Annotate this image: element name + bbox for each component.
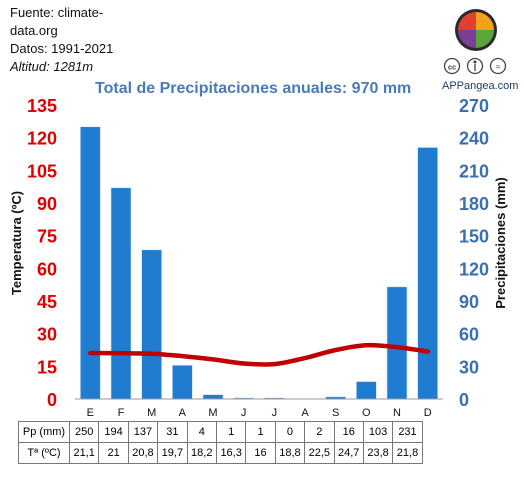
y-right-tick-label: 270	[459, 96, 489, 116]
row-label: Pp (mm)	[18, 421, 70, 443]
table-cell: 24,7	[333, 442, 364, 464]
table-cell: 21	[98, 442, 129, 464]
table-cell: 16	[333, 421, 364, 443]
y-right-tick-label: 150	[459, 227, 489, 247]
y-right-tick-label: 30	[459, 357, 479, 377]
x-tick-label: S	[332, 407, 339, 419]
precipitation-bar	[202, 394, 224, 400]
table-cell: 2	[304, 421, 335, 443]
data-table: Pp (mm) 250 194 137 31 4 1 1 0 2 16 103 231 Tª (ºC)…	[18, 421, 423, 464]
precipitation-bar	[110, 187, 132, 400]
table-cell: 18,2	[186, 442, 217, 464]
x-tick-label: E	[87, 407, 94, 419]
table-cell: 16	[245, 442, 276, 464]
table-cell: 21,8	[392, 442, 423, 464]
precipitation-bar	[80, 126, 101, 400]
temperature-line	[88, 342, 430, 367]
precipitation-bar	[386, 286, 408, 400]
altitude: Altitud: 1281m	[10, 58, 93, 76]
precipitation-bar	[172, 364, 193, 400]
data-period: Datos: 1991-2021	[10, 41, 114, 56]
table-row: Pp (mm) 250 194 137 31 4 1 1 0 2 16 103 231	[18, 421, 423, 443]
table-cell: 103	[362, 421, 394, 443]
y-left-tick-label: 15	[37, 357, 57, 377]
y-right-axis-label: Precipitaciones (mm)	[493, 177, 508, 309]
table-cell: 19,7	[157, 442, 188, 464]
brand-name: APPangea.com	[442, 80, 519, 92]
x-tick-label: D	[424, 407, 432, 419]
x-tick-label: N	[393, 407, 401, 419]
table-cell: 23,8	[362, 442, 394, 464]
y-left-axis-label: Temperatura (ºC)	[9, 191, 24, 295]
table-cell: 20,8	[127, 442, 159, 464]
table-cell: 1	[215, 421, 247, 443]
table-cell: 1	[245, 421, 276, 443]
y-left-tick-label: 75	[37, 227, 57, 247]
table-cell: 137	[127, 421, 159, 443]
table-cell: 4	[186, 421, 217, 443]
table-cell: 18,8	[274, 442, 306, 464]
x-tick-label: J	[241, 407, 247, 419]
table-cell: 16,3	[215, 442, 247, 464]
y-right-tick-label: 60	[459, 325, 479, 345]
y-right-tick-label: 180	[459, 194, 489, 214]
y-right-tick-label: 210	[459, 161, 489, 181]
altitude-value: 1281m	[53, 59, 94, 74]
table-cell: 21,1	[68, 442, 100, 464]
table-cell: 231	[392, 421, 423, 443]
x-tick-label: M	[147, 407, 156, 419]
chart-title: Total de Precipitaciones anuales: 970 mm	[95, 80, 412, 97]
table-cell: 0	[274, 421, 306, 443]
y-left-tick-label: 60	[37, 259, 57, 279]
row-label: Tª (ºC)	[18, 442, 70, 464]
x-tick-label: M	[208, 407, 217, 419]
altitude-label: Altitud:	[10, 59, 50, 74]
table-cell: 250	[68, 421, 100, 443]
y-left-tick-label: 45	[37, 292, 57, 312]
y-right-tick-label: 90	[459, 292, 479, 312]
table-cell: 31	[157, 421, 188, 443]
precipitation-bar	[417, 147, 438, 400]
y-left-tick-label: 135	[27, 96, 57, 116]
y-right-tick-label: 120	[459, 259, 489, 279]
table-cell: 22,5	[304, 442, 335, 464]
x-tick-label: F	[118, 407, 125, 419]
x-tick-label: A	[179, 407, 187, 419]
table-cell: 194	[98, 421, 129, 443]
table-row: Tª (ºC) 21,1 21 20,8 19,7 18,2 16,3 16 18,8 22,5…	[18, 442, 423, 464]
source-credit: Fuente: climate-data.org	[10, 5, 104, 38]
x-tick-label: O	[362, 407, 371, 419]
y-right-tick-label: 0	[459, 390, 469, 410]
x-tick-label: J	[272, 407, 278, 419]
x-tick-label: A	[301, 407, 309, 419]
y-left-tick-label: 30	[37, 325, 57, 345]
precipitation-bar	[356, 381, 377, 400]
y-right-tick-label: 240	[459, 129, 489, 149]
y-left-tick-label: 0	[47, 390, 57, 410]
y-left-tick-label: 120	[27, 129, 57, 149]
y-left-tick-label: 105	[27, 161, 57, 181]
precipitation-bar	[141, 249, 162, 400]
y-left-tick-label: 90	[37, 194, 57, 214]
